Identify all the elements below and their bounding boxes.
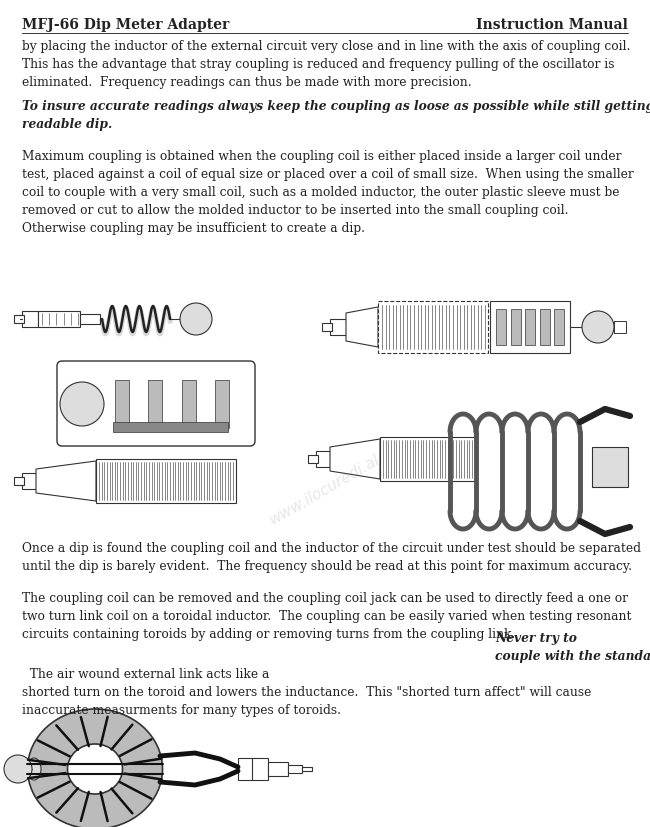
Bar (308, 456, 318, 463)
Bar (238, 758, 268, 780)
Bar (215, 380, 229, 428)
Polygon shape (36, 461, 96, 501)
Bar (22, 473, 36, 490)
Circle shape (60, 383, 104, 427)
Bar (322, 323, 332, 332)
Bar (490, 302, 570, 354)
Text: www.ilocuredi.al: www.ilocuredi.al (267, 452, 383, 527)
Text: Never try to
couple with the standard method of using a double link.: Never try to couple with the standard me… (495, 631, 650, 662)
Bar (268, 762, 288, 776)
Bar (113, 423, 228, 433)
Bar (14, 477, 24, 485)
Circle shape (180, 304, 212, 336)
Polygon shape (346, 308, 378, 347)
Bar (510, 309, 521, 346)
Text: To insure accurate readings always keep the coupling as loose as possible while : To insure accurate readings always keep … (22, 100, 650, 131)
Text: Once a dip is found the coupling coil and the inductor of the circuit under test: Once a dip is found the coupling coil an… (22, 542, 641, 572)
Text: The air wound external link acts like a
shorted turn on the toroid and lowers th: The air wound external link acts like a … (22, 667, 592, 716)
Bar (378, 302, 488, 354)
Bar (540, 309, 549, 346)
Polygon shape (330, 439, 380, 480)
Circle shape (582, 312, 614, 343)
Bar (96, 460, 236, 504)
Bar (330, 319, 346, 336)
FancyBboxPatch shape (57, 361, 255, 447)
Bar (592, 447, 628, 487)
Bar (302, 767, 312, 771)
Circle shape (4, 755, 32, 783)
Bar (148, 380, 162, 428)
Bar (496, 309, 506, 346)
Bar (525, 309, 535, 346)
Text: The coupling coil can be removed and the coupling coil jack can be used to direc: The coupling coil can be removed and the… (22, 591, 632, 640)
Ellipse shape (27, 709, 162, 827)
Bar (380, 437, 475, 481)
Bar (614, 322, 626, 333)
Bar (181, 380, 196, 428)
Ellipse shape (27, 758, 41, 780)
Bar (554, 309, 564, 346)
Bar (316, 452, 330, 467)
Text: Maximum coupling is obtained when the coupling coil is either placed inside a la: Maximum coupling is obtained when the co… (22, 150, 634, 235)
Text: by placing the inductor of the external circuit very close and in line with the : by placing the inductor of the external … (22, 40, 630, 88)
Bar (14, 316, 24, 323)
Text: Instruction Manual: Instruction Manual (476, 18, 628, 32)
Bar (288, 765, 302, 773)
Bar (80, 314, 100, 325)
Bar (38, 312, 80, 327)
Text: MFJ-66 Dip Meter Adapter: MFJ-66 Dip Meter Adapter (22, 18, 229, 32)
Bar (115, 380, 129, 428)
Ellipse shape (68, 744, 122, 794)
Bar (22, 312, 38, 327)
